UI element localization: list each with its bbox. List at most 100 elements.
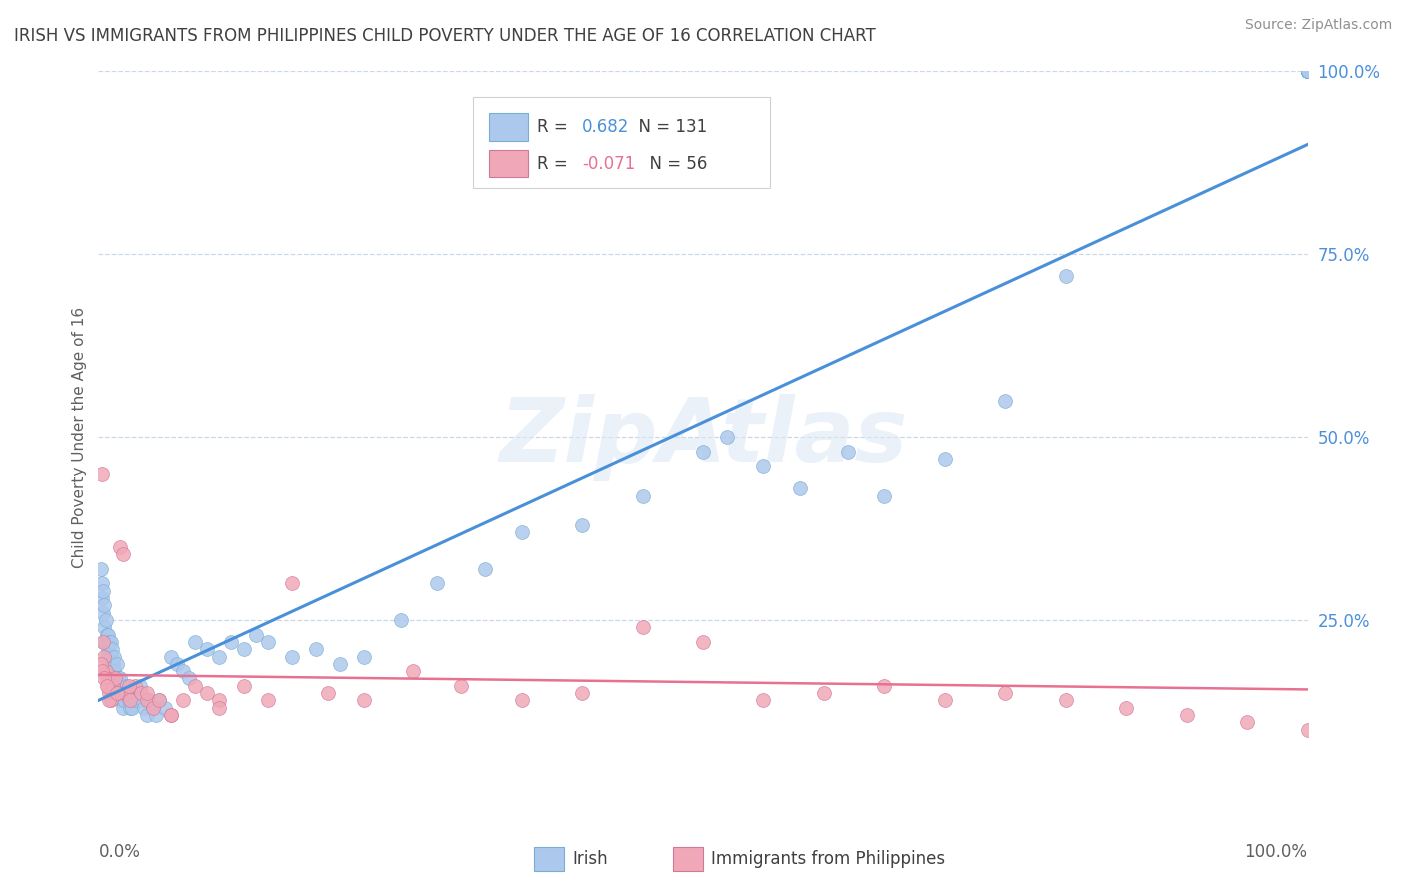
- Point: [1296, 64, 1319, 78]
- Point: [90, 562, 112, 576]
- Point: [108, 672, 131, 686]
- Point: [1296, 64, 1319, 78]
- Point: [1296, 64, 1319, 78]
- Point: [789, 481, 811, 495]
- Point: [1296, 64, 1319, 78]
- Point: [124, 679, 146, 693]
- Point: [1296, 64, 1319, 78]
- Point: [474, 562, 496, 576]
- Point: [208, 693, 231, 707]
- Point: [93, 599, 115, 613]
- Point: [873, 489, 896, 503]
- Point: [124, 693, 146, 707]
- Point: [1296, 64, 1319, 78]
- Point: [148, 693, 170, 707]
- Point: [115, 686, 138, 700]
- Point: [1296, 64, 1319, 78]
- Point: [208, 649, 231, 664]
- Point: [1296, 64, 1319, 78]
- Point: [353, 649, 375, 664]
- Point: [91, 583, 114, 598]
- Point: [232, 679, 254, 693]
- Point: [105, 657, 128, 671]
- Point: [98, 693, 121, 707]
- Point: [101, 679, 124, 693]
- Point: [100, 657, 122, 671]
- Point: [1296, 64, 1319, 78]
- Point: [221, 635, 243, 649]
- Point: [1296, 64, 1319, 78]
- Text: 0.682: 0.682: [582, 118, 630, 136]
- Point: [692, 444, 714, 458]
- Point: [98, 686, 121, 700]
- Point: [91, 635, 114, 649]
- Point: [1296, 64, 1319, 78]
- Point: [97, 627, 120, 641]
- Point: [1296, 64, 1319, 78]
- Point: [120, 693, 142, 707]
- Point: [232, 642, 254, 657]
- Point: [111, 686, 134, 700]
- Point: [571, 686, 593, 700]
- Bar: [672, 847, 703, 871]
- Point: [172, 664, 194, 678]
- Point: [1296, 64, 1319, 78]
- Point: [135, 693, 157, 707]
- Point: [142, 700, 165, 714]
- Text: Immigrants from Philippines: Immigrants from Philippines: [711, 850, 946, 868]
- Point: [96, 627, 118, 641]
- Text: R =: R =: [537, 154, 574, 172]
- Point: [692, 635, 714, 649]
- Text: N = 56: N = 56: [638, 154, 707, 172]
- Point: [93, 672, 115, 686]
- Point: [135, 686, 157, 700]
- Point: [1296, 64, 1319, 78]
- Point: [93, 620, 115, 634]
- Point: [145, 708, 167, 723]
- Point: [208, 700, 231, 714]
- Point: [450, 679, 472, 693]
- Point: [1296, 64, 1319, 78]
- Point: [994, 393, 1017, 408]
- Point: [1296, 64, 1319, 78]
- Text: N = 131: N = 131: [628, 118, 707, 136]
- Point: [121, 700, 143, 714]
- Point: [110, 693, 132, 707]
- Point: [97, 679, 120, 693]
- Point: [100, 693, 122, 707]
- Point: [138, 693, 160, 707]
- Point: [994, 686, 1017, 700]
- Point: [245, 627, 267, 641]
- Point: [281, 649, 304, 664]
- Point: [631, 620, 654, 634]
- Point: [108, 686, 131, 700]
- Text: IRISH VS IMMIGRANTS FROM PHILIPPINES CHILD POVERTY UNDER THE AGE OF 16 CORRELATI: IRISH VS IMMIGRANTS FROM PHILIPPINES CHI…: [14, 27, 876, 45]
- Point: [510, 525, 533, 540]
- Point: [100, 649, 122, 664]
- Point: [1296, 64, 1319, 78]
- Point: [329, 657, 352, 671]
- Point: [107, 686, 129, 700]
- Point: [166, 657, 188, 671]
- Point: [1296, 64, 1319, 78]
- Text: R =: R =: [537, 118, 574, 136]
- Point: [1296, 64, 1319, 78]
- Point: [316, 686, 339, 700]
- Point: [934, 693, 956, 707]
- Bar: [489, 150, 527, 178]
- Point: [510, 693, 533, 707]
- Point: [1296, 64, 1319, 78]
- Point: [135, 708, 157, 723]
- Point: [172, 693, 194, 707]
- Point: [93, 635, 115, 649]
- Point: [117, 686, 139, 700]
- Point: [118, 700, 141, 714]
- Point: [118, 679, 141, 693]
- Point: [1054, 269, 1077, 284]
- Point: [114, 686, 136, 700]
- Point: [94, 664, 117, 678]
- Point: [752, 693, 775, 707]
- Point: [1296, 64, 1319, 78]
- Point: [813, 686, 835, 700]
- Point: [1296, 64, 1319, 78]
